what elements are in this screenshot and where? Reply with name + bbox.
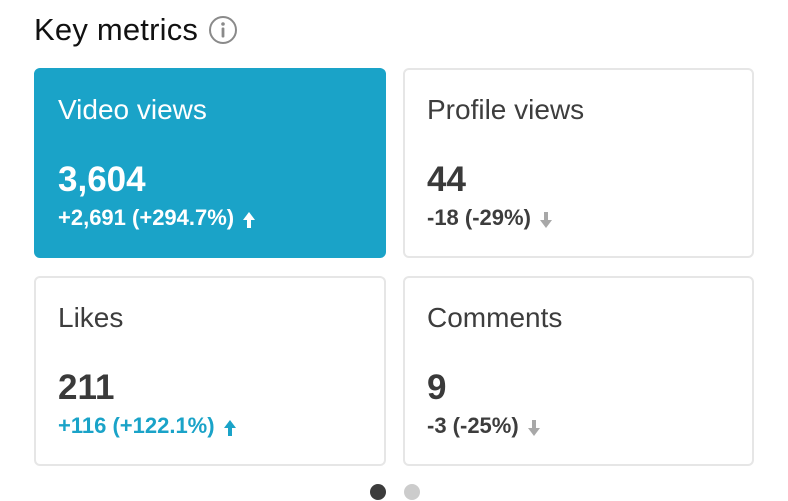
metric-label: Profile views (427, 94, 585, 125)
section-header: Key metrics (34, 10, 238, 50)
pagination-dot-1[interactable] (370, 484, 386, 500)
metric-card-likes[interactable]: Likes 211 +116 (+122.1%) (34, 276, 386, 466)
metric-change-text: +2,691 (+294.7%) (58, 205, 235, 230)
arrow-up-icon (242, 209, 256, 228)
metric-change: -3 (-25%) (427, 413, 541, 439)
arrow-down-icon (539, 209, 553, 228)
arrow-up-icon (223, 417, 237, 436)
pagination-dot-2[interactable] (404, 484, 420, 500)
metric-change: +2,691 (+294.7%) (58, 205, 256, 231)
metric-label: Comments (427, 302, 563, 333)
info-icon[interactable] (208, 15, 238, 45)
metric-label: Likes (58, 302, 124, 333)
metric-change: -18 (-29%) (427, 205, 553, 231)
metric-value: 44 (427, 160, 466, 199)
arrow-down-icon (527, 417, 541, 436)
metric-value: 3,604 (58, 160, 146, 199)
metric-change-text: +116 (+122.1%) (58, 413, 215, 438)
section-title: Key metrics (34, 12, 199, 47)
metric-label: Video views (58, 94, 207, 125)
metric-value: 211 (58, 368, 115, 407)
metric-change-text: -3 (-25%) (427, 413, 519, 438)
metric-value: 9 (427, 368, 447, 407)
metric-change: +116 (+122.1%) (58, 413, 237, 439)
metric-card-comments[interactable]: Comments 9 -3 (-25%) (403, 276, 754, 466)
metric-card-profile-views[interactable]: Profile views 44 -18 (-29%) (403, 68, 754, 258)
metric-change-text: -18 (-29%) (427, 205, 531, 230)
pagination-dots (370, 484, 420, 500)
metric-card-video-views[interactable]: Video views 3,604 +2,691 (+294.7%) (34, 68, 386, 258)
